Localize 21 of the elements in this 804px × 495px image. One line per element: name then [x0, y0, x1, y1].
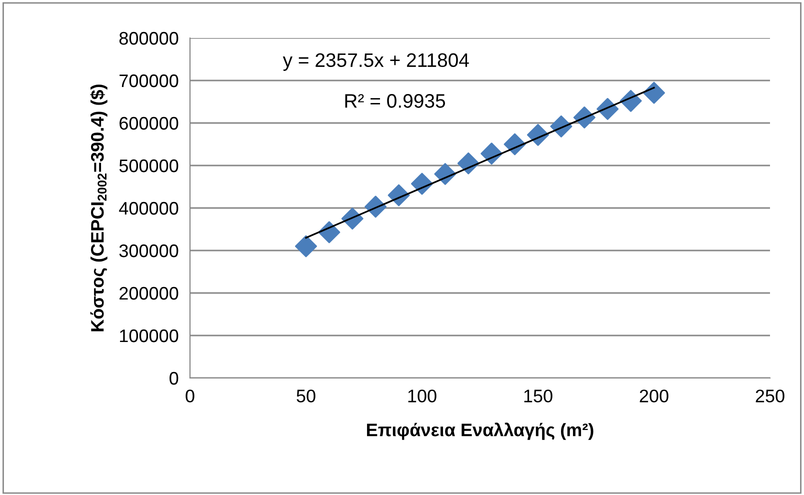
point — [643, 82, 665, 104]
x-tick-label: 150 — [524, 390, 552, 402]
y-tick-label: 800000 — [119, 32, 178, 45]
y-tick-label: 500000 — [119, 159, 178, 172]
annotation: R² = 0.9935 — [345, 94, 446, 108]
y-tick-label: 100000 — [120, 329, 178, 342]
y-tick-label: 700000 — [120, 74, 178, 88]
x-tick-label: 100 — [408, 390, 436, 402]
y-tick-label: 200000 — [120, 286, 178, 300]
y-tick-label: 0 — [170, 372, 178, 385]
annotation: y = 2357.5x + 211804 — [282, 53, 469, 71]
x-tick-label: 50 — [296, 390, 316, 402]
x-tick-label: 0 — [186, 390, 194, 402]
point — [295, 235, 317, 258]
y-tick-label: 400000 — [119, 202, 178, 215]
y-tick-label: 300000 — [119, 244, 178, 258]
x-axis-title: Επιφάνεια Εναλλαγής (m²) — [367, 422, 594, 440]
y-tick-label: 600000 — [120, 116, 178, 130]
y-axis-title: Κόστος (CEPCI$_{2002}$=390.4) ($) — [90, 84, 108, 332]
x-tick-label: 250 — [756, 390, 784, 402]
x-tick-label: 200 — [640, 390, 668, 402]
